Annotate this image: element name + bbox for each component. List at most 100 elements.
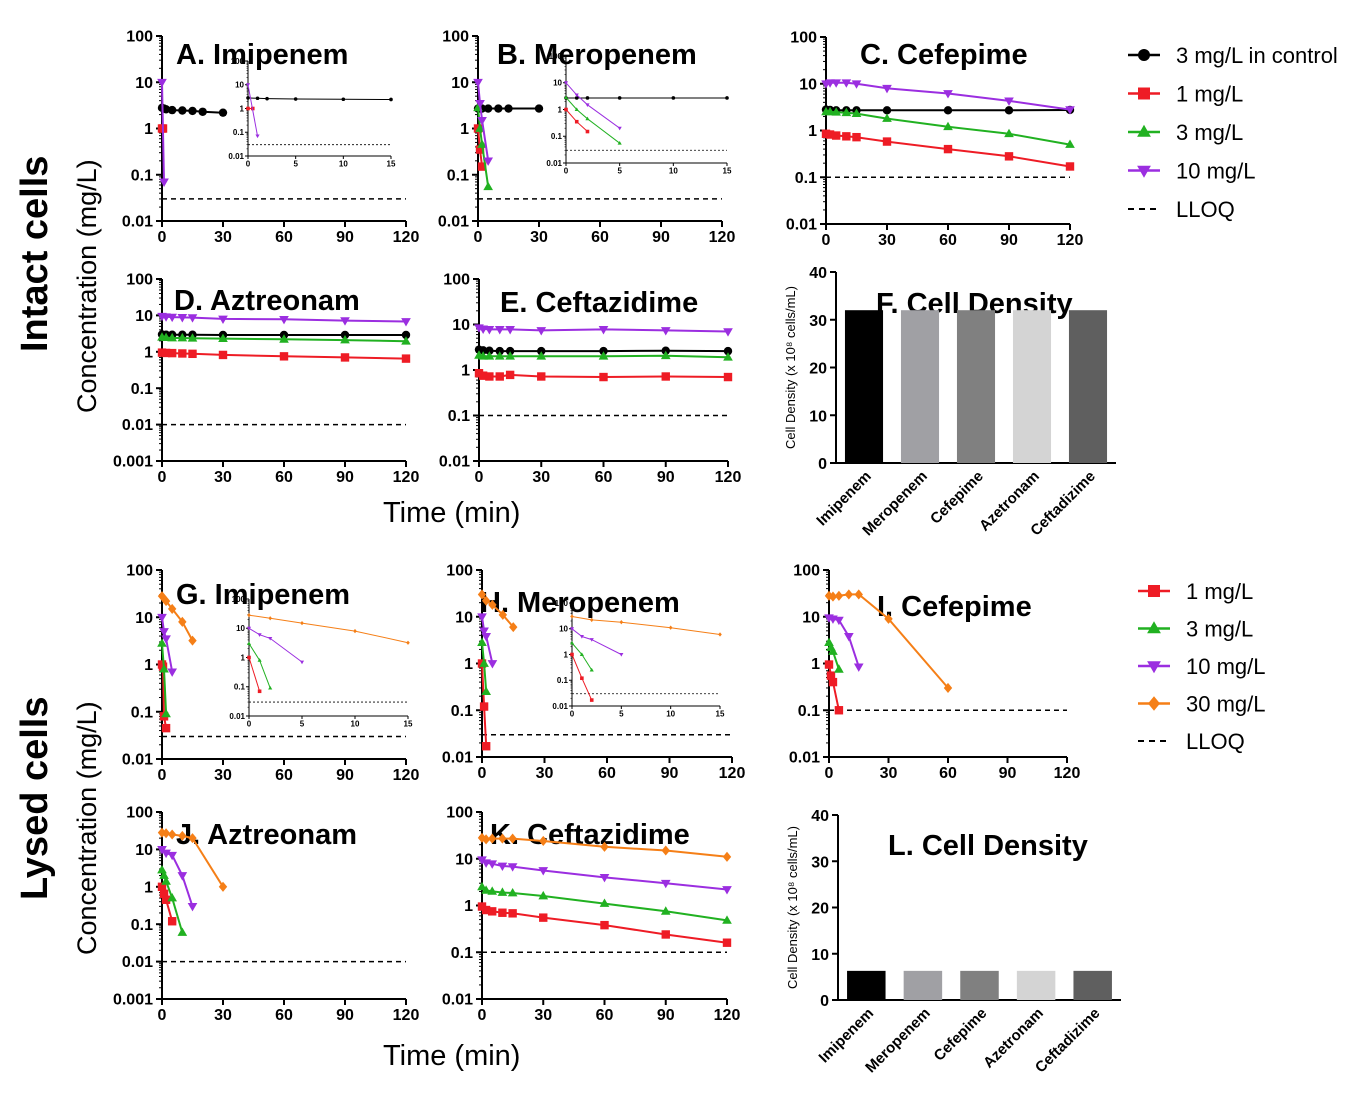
data-point bbox=[723, 346, 733, 356]
data-point bbox=[279, 352, 289, 361]
data-point bbox=[828, 591, 838, 602]
data-point bbox=[257, 633, 262, 637]
panel-title: E. Ceftazidime bbox=[500, 287, 698, 319]
panel-title: B. Meropenem bbox=[497, 39, 697, 71]
series-line bbox=[565, 97, 621, 144]
legend-marker bbox=[1138, 49, 1150, 61]
data-point bbox=[157, 827, 167, 838]
x-tick-label: 0 bbox=[564, 167, 569, 176]
data-point bbox=[585, 103, 590, 107]
data-point bbox=[599, 346, 608, 356]
data-point bbox=[722, 886, 732, 895]
data-point bbox=[882, 84, 892, 94]
data-point bbox=[300, 620, 304, 626]
y-tick-label: 10 bbox=[452, 317, 470, 334]
data-point bbox=[824, 637, 834, 646]
data-point bbox=[485, 346, 494, 355]
data-point bbox=[834, 590, 844, 601]
data-point bbox=[585, 96, 590, 100]
data-point bbox=[831, 79, 841, 88]
series-30-mg-l bbox=[247, 613, 410, 645]
data-point bbox=[401, 330, 411, 340]
y-tick-label: 0 bbox=[818, 456, 827, 473]
data-point bbox=[483, 181, 493, 191]
panel-c-cefepime: C. Cefepime 0.01 0.1 1 10 100 0 30 60 90 120 bbox=[786, 30, 1084, 250]
data-point bbox=[589, 667, 594, 672]
y-tick-label: 1 bbox=[241, 653, 246, 662]
data-point bbox=[600, 841, 609, 852]
x-tick-label: 30 bbox=[878, 232, 896, 249]
panel-title: H. Meropenem bbox=[480, 587, 680, 619]
data-point bbox=[246, 106, 250, 111]
x-tick-label: 60 bbox=[596, 1007, 614, 1024]
category-label: Cefepime bbox=[931, 1005, 991, 1065]
y-tick-label: 40 bbox=[809, 265, 827, 282]
data-point bbox=[401, 354, 411, 363]
data-point bbox=[722, 851, 732, 862]
series-control bbox=[564, 96, 729, 100]
data-point bbox=[159, 870, 169, 879]
y-tick-label: 30 bbox=[809, 313, 827, 330]
data-point bbox=[218, 881, 228, 892]
y-tick-label: 1 bbox=[460, 121, 469, 138]
data-point bbox=[477, 589, 487, 600]
data-point bbox=[598, 326, 609, 335]
x-tick-label: 10 bbox=[666, 710, 675, 719]
y-tick-label: 0.01 bbox=[442, 992, 473, 1009]
y-tick-label: 0.1 bbox=[795, 170, 817, 187]
panel-title: G. Imipenem bbox=[176, 579, 350, 611]
series-3-mg-l bbox=[246, 641, 273, 690]
data-point bbox=[589, 617, 594, 623]
legend-marker bbox=[1137, 165, 1151, 178]
y-tick-label: 0.1 bbox=[131, 167, 153, 184]
bar-imipenem bbox=[844, 310, 884, 463]
legend-marker bbox=[1147, 621, 1161, 634]
data-point bbox=[487, 660, 498, 669]
y-tick-label: 10 bbox=[455, 609, 473, 626]
y-tick-label: 10 bbox=[802, 609, 820, 626]
y-tick-label: 20 bbox=[811, 901, 829, 918]
x-tick-label: 60 bbox=[595, 469, 613, 486]
data-point bbox=[617, 126, 622, 131]
x-tick-label: 0 bbox=[825, 765, 834, 782]
series-line bbox=[248, 643, 271, 689]
y-tick-label: 0.01 bbox=[228, 152, 244, 161]
x-tick-label: 5 bbox=[619, 710, 624, 719]
x-tick-label: 120 bbox=[393, 1007, 420, 1024]
data-point bbox=[257, 658, 262, 662]
data-point bbox=[943, 121, 953, 131]
time-axis-label-top: Time (min) bbox=[383, 497, 521, 529]
data-point bbox=[585, 116, 590, 121]
data-point bbox=[537, 372, 546, 381]
data-point bbox=[570, 614, 574, 619]
concentration-axis-label-bottom: Concentration (mg/L) bbox=[72, 701, 102, 955]
y-tick-label: 100 bbox=[232, 595, 246, 604]
concentration-axis-label-top: Concentration (mg/L) bbox=[72, 159, 102, 413]
data-point bbox=[475, 145, 485, 154]
data-point bbox=[245, 83, 251, 87]
data-point bbox=[477, 162, 487, 171]
series-10-mg-l bbox=[245, 83, 260, 139]
data-point bbox=[161, 596, 171, 607]
series-control bbox=[474, 345, 733, 356]
legend-label: LLOQ bbox=[1176, 197, 1235, 222]
data-point bbox=[167, 668, 177, 677]
data-point bbox=[268, 636, 273, 641]
data-point bbox=[505, 370, 515, 380]
data-point bbox=[167, 105, 177, 115]
y-tick-label: 20 bbox=[809, 361, 827, 378]
series-3-mg-l bbox=[477, 637, 491, 696]
data-point bbox=[563, 81, 569, 85]
y-tick-label: 100 bbox=[549, 52, 563, 61]
x-tick-label: 30 bbox=[532, 469, 550, 486]
legend-label: 3 mg/L bbox=[1186, 617, 1253, 642]
legend-label: 3 mg/L in control bbox=[1176, 43, 1338, 68]
bar-ceftadizime bbox=[1068, 310, 1108, 463]
y-tick-label: 10 bbox=[135, 610, 153, 627]
data-point bbox=[1004, 128, 1014, 138]
data-point bbox=[660, 906, 671, 915]
data-point bbox=[188, 106, 197, 116]
series-line bbox=[248, 627, 303, 663]
y-axis-label: Cell Density (x 10⁸ cells/mL) bbox=[785, 826, 800, 989]
data-point bbox=[1004, 97, 1014, 106]
